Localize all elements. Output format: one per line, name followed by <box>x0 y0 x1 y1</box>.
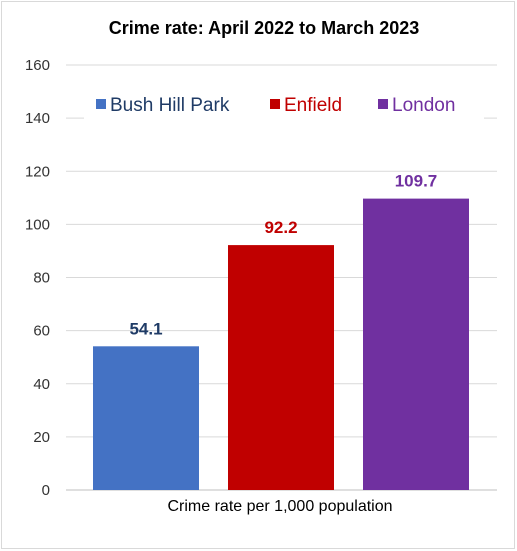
data-label: 92.2 <box>264 218 297 237</box>
y-tick-label: 20 <box>33 429 50 446</box>
y-tick-label: 40 <box>33 376 50 393</box>
legend: Bush Hill Park Enfield London <box>84 90 484 120</box>
legend-label: Bush Hill Park <box>110 95 230 116</box>
bar-bush-hill-park <box>93 346 199 490</box>
y-tick-label: 0 <box>42 482 50 499</box>
data-label: 54.1 <box>129 319 162 338</box>
chart-title: Crime rate: April 2022 to March 2023 <box>109 18 419 38</box>
y-tick-label: 100 <box>25 216 50 233</box>
data-label: 109.7 <box>395 172 438 191</box>
data-labels: 54.1 92.2 109.7 <box>129 172 437 339</box>
legend-swatch <box>96 99 106 109</box>
bar-london <box>363 198 469 490</box>
bar-enfield <box>228 245 334 490</box>
legend-label: London <box>392 95 455 116</box>
legend-background <box>84 90 484 120</box>
y-tick-label: 140 <box>25 110 50 127</box>
bars <box>93 198 469 490</box>
legend-swatch <box>378 99 388 109</box>
y-tick-label: 160 <box>25 57 50 74</box>
legend-swatch <box>270 99 280 109</box>
x-category-label: Crime rate per 1,000 population <box>167 498 392 515</box>
y-axis-ticks: 0 20 40 60 80 100 120 140 160 <box>25 57 50 499</box>
y-tick-label: 120 <box>25 163 50 180</box>
y-tick-label: 80 <box>33 270 50 287</box>
legend-label: Enfield <box>284 95 342 116</box>
y-tick-label: 60 <box>33 323 50 340</box>
